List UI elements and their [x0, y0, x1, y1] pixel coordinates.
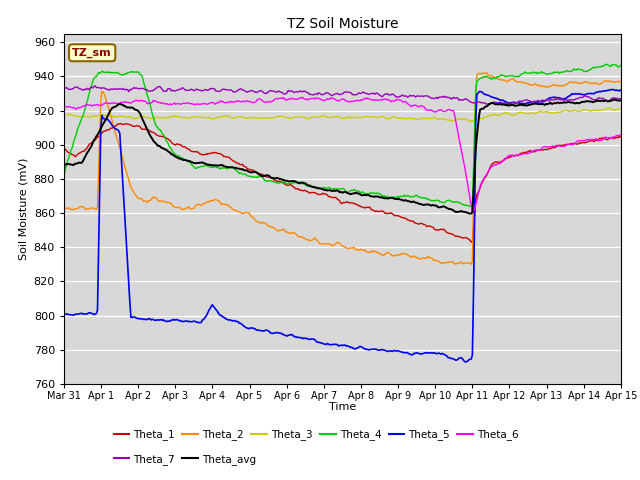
Theta_7 [606, 98, 614, 104]
Theta_1 [362, 204, 370, 210]
Theta_3 [606, 105, 614, 111]
Theta_4 [518, 72, 525, 77]
Theta_5 [392, 348, 399, 354]
Y-axis label: Soil Moisture (mV): Soil Moisture (mV) [18, 157, 28, 260]
Theta_2 [60, 206, 68, 212]
Theta_7 [329, 92, 337, 98]
Theta_7 [617, 96, 625, 101]
Line: Theta_6: Theta_6 [64, 97, 621, 212]
Theta_avg [605, 98, 612, 104]
Theta_3 [392, 114, 399, 120]
Theta_2 [328, 243, 335, 249]
Theta_avg [60, 162, 68, 168]
Theta_6 [519, 151, 527, 156]
Theta_3 [518, 109, 525, 115]
Theta_1 [326, 194, 333, 200]
Title: TZ Soil Moisture: TZ Soil Moisture [287, 17, 398, 31]
Theta_6 [468, 209, 476, 215]
Line: Theta_2: Theta_2 [64, 73, 621, 264]
Theta_7 [326, 91, 333, 97]
Theta_1 [467, 239, 475, 245]
Theta_5 [462, 359, 470, 365]
Theta_2 [362, 247, 369, 253]
Theta_avg [617, 97, 625, 103]
Theta_3 [467, 119, 475, 124]
Theta_2 [324, 241, 332, 247]
Theta_1 [617, 134, 625, 140]
Theta_6 [60, 104, 68, 109]
Theta_4 [60, 172, 68, 178]
Theta_avg [392, 196, 399, 202]
Theta_4 [362, 191, 369, 196]
Line: Theta_4: Theta_4 [64, 64, 621, 206]
Theta_5 [324, 341, 332, 347]
Theta_3 [60, 113, 68, 119]
Theta_3 [328, 115, 335, 120]
Theta_1 [329, 195, 337, 201]
Theta_4 [324, 184, 332, 190]
Theta_7 [60, 85, 68, 91]
Theta_5 [362, 347, 369, 352]
Theta_6 [617, 132, 625, 138]
Theta_7 [393, 94, 401, 100]
Theta_6 [606, 135, 614, 141]
Theta_5 [328, 342, 335, 348]
Text: TZ_sm: TZ_sm [72, 48, 112, 58]
Theta_1 [393, 213, 401, 218]
Theta_avg [324, 188, 332, 193]
Theta_avg [518, 102, 525, 108]
Theta_4 [392, 194, 399, 200]
Theta_5 [60, 311, 68, 317]
Theta_7 [519, 98, 527, 104]
Theta_2 [452, 261, 460, 267]
Theta_avg [611, 96, 618, 102]
Theta_3 [604, 105, 611, 111]
Theta_avg [328, 188, 335, 194]
Theta_5 [609, 86, 617, 92]
Theta_6 [329, 96, 337, 101]
Legend: Theta_7, Theta_avg: Theta_7, Theta_avg [114, 454, 257, 465]
Theta_4 [328, 186, 335, 192]
Theta_4 [602, 61, 609, 67]
Theta_3 [324, 115, 332, 120]
Theta_2 [606, 78, 614, 84]
Theta_1 [117, 120, 125, 126]
Theta_5 [518, 100, 525, 106]
Theta_4 [617, 62, 625, 68]
Theta_5 [617, 87, 625, 93]
Theta_6 [299, 95, 307, 100]
Theta_7 [362, 90, 370, 96]
Theta_1 [606, 135, 614, 141]
Theta_4 [606, 63, 614, 69]
Theta_2 [392, 253, 399, 259]
Theta_4 [467, 204, 475, 209]
Line: Theta_3: Theta_3 [64, 108, 621, 121]
Theta_2 [519, 79, 527, 85]
Theta_6 [362, 96, 370, 102]
Theta_1 [519, 150, 527, 156]
Theta_3 [617, 106, 625, 112]
Line: Theta_7: Theta_7 [64, 86, 621, 105]
X-axis label: Time: Time [329, 402, 356, 412]
Theta_3 [362, 114, 369, 120]
Theta_7 [92, 83, 99, 89]
Line: Theta_1: Theta_1 [64, 123, 621, 242]
Theta_2 [617, 79, 625, 85]
Theta_avg [362, 192, 369, 198]
Theta_6 [393, 96, 401, 102]
Theta_7 [504, 102, 512, 108]
Line: Theta_avg: Theta_avg [64, 99, 621, 214]
Theta_5 [605, 87, 612, 93]
Theta_2 [480, 70, 488, 76]
Theta_1 [60, 145, 68, 151]
Theta_avg [467, 211, 474, 216]
Line: Theta_5: Theta_5 [64, 89, 621, 362]
Theta_6 [326, 96, 333, 102]
